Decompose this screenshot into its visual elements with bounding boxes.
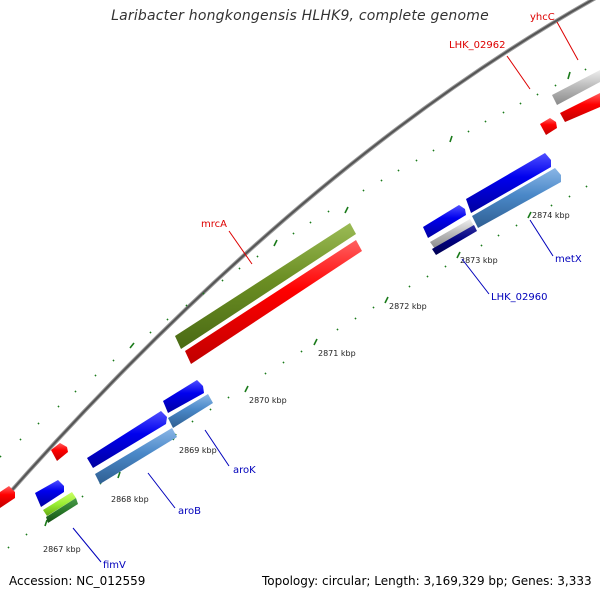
label-leaders <box>72 21 579 563</box>
gene-blue-fimV-upper[interactable] <box>35 480 64 507</box>
genome-backbone-core <box>0 0 595 506</box>
gene-red-under-mrcA[interactable] <box>185 240 362 364</box>
gene-labels: yhcC LHK_02962 mrcA metX LHK_02960 aroK … <box>103 12 582 571</box>
gene-label-aroK[interactable]: aroK <box>233 465 256 476</box>
gene-features <box>0 70 600 523</box>
gene-blue-upper-metX[interactable] <box>466 153 551 213</box>
gene-blue-LHK_02960[interactable] <box>423 205 466 238</box>
gene-LHK_02960-navy[interactable] <box>432 225 477 255</box>
gene-fimV-feature[interactable] <box>43 492 76 516</box>
genome-summary-text: Topology: circular; Length: 3,169,329 bp… <box>262 574 592 588</box>
tick-label-2871: 2871 kbp <box>318 349 356 358</box>
gene-red-small-left[interactable] <box>51 443 68 461</box>
gene-fimV-dark[interactable] <box>46 498 78 523</box>
gene-blue-aroK-upper[interactable] <box>163 380 204 413</box>
gene-label-yhcC[interactable]: yhcC <box>530 12 555 23</box>
gene-label-fimV[interactable]: fimV <box>103 560 126 571</box>
tick-labels: 2867 kbp 2868 kbp 2869 kbp 2870 kbp 2871… <box>43 211 570 554</box>
accession-text: Accession: NC_012559 <box>9 574 146 588</box>
gene-yhcC-feature[interactable] <box>552 70 600 105</box>
gene-LHK_02960-gray[interactable] <box>430 219 474 249</box>
gene-label-metX[interactable]: metX <box>555 254 582 265</box>
tick-label-2867: 2867 kbp <box>43 545 81 554</box>
tick-label-2873: 2873 kbp <box>460 256 498 265</box>
gene-aroK-feature[interactable] <box>168 394 213 428</box>
gene-blue-aroB-upper[interactable] <box>87 411 167 468</box>
gene-red-edge-left[interactable] <box>0 486 15 508</box>
tick-label-2869: 2869 kbp <box>179 446 217 455</box>
inner-ruler <box>7 185 588 549</box>
gene-label-aroB[interactable]: aroB <box>178 506 201 517</box>
outer-ruler <box>0 68 587 458</box>
gene-label-LHK_02960[interactable]: LHK_02960 <box>491 292 547 303</box>
gene-LHK_02962-feature[interactable] <box>540 118 557 135</box>
gene-red-top-right[interactable] <box>560 93 600 122</box>
tick-label-2870: 2870 kbp <box>249 396 287 405</box>
tick-label-2874: 2874 kbp <box>532 211 570 220</box>
gene-label-mrcA[interactable]: mrcA <box>201 219 227 230</box>
gene-aroB-feature[interactable] <box>95 428 177 484</box>
gene-metX-feature[interactable] <box>472 168 561 228</box>
map-title: Laribacter hongkongensis HLHK9, complete… <box>111 8 489 24</box>
tick-label-2872: 2872 kbp <box>389 302 427 311</box>
gene-label-LHK_02962[interactable]: LHK_02962 <box>449 40 505 51</box>
tick-label-2868: 2868 kbp <box>111 495 149 504</box>
gene-mrcA-feature[interactable] <box>175 223 356 349</box>
